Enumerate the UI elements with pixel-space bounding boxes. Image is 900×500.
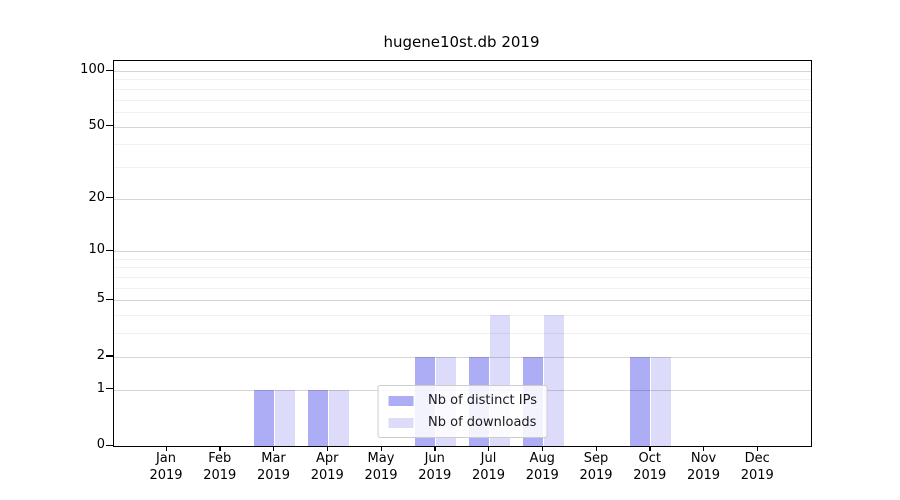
x-tick-mark: [273, 446, 275, 451]
minor-gridline: [114, 315, 811, 317]
x-tick-label-feb: Feb 2019: [188, 450, 252, 484]
major-gridline: [114, 126, 811, 128]
bar-downloads-mar: [275, 389, 295, 446]
legend-entry: Nb of distinct IPs: [388, 393, 537, 408]
x-tick-mark: [541, 446, 544, 451]
chart-title: hugene10st.db 2019: [383, 33, 540, 51]
x-tick-mark: [219, 446, 221, 451]
major-gridline: [114, 198, 811, 200]
x-tick-mark: [595, 446, 597, 451]
x-tick-label-jan: Jan 2019: [134, 450, 198, 484]
major-gridline: [114, 71, 811, 72]
bar-ips-apr: [307, 389, 328, 446]
minor-gridline: [114, 99, 811, 101]
x-tick-mark: [434, 446, 436, 451]
x-tick-mark: [756, 446, 759, 451]
x-tick-label-line: Jan: [155, 451, 177, 466]
legend-label: Nb of downloads: [428, 415, 537, 430]
minor-gridline: [114, 111, 811, 113]
bar-downloads-apr: [328, 389, 349, 446]
x-tick-label-jun: Jun 2019: [403, 450, 467, 484]
bar-downloads-aug: [543, 315, 564, 446]
x-tick-label-line: Jun: [424, 451, 445, 466]
y-tick-label: 100: [80, 62, 105, 77]
x-tick-label-line: Mar: [261, 451, 286, 466]
major-gridline: [114, 356, 811, 358]
minor-gridline: [114, 144, 811, 146]
x-tick-label-line: Jul: [480, 451, 497, 466]
bar-downloads-oct: [651, 356, 672, 446]
major-gridline: [114, 251, 811, 253]
x-tick-label-oct: Oct 2019: [618, 450, 682, 484]
x-tick-label-line: 2019: [364, 468, 398, 483]
y-tick-label: 10: [88, 242, 105, 258]
x-tick-label-line: 2019: [579, 468, 613, 483]
minor-gridline: [114, 333, 811, 335]
x-tick-label-jul: Jul 2019: [457, 450, 521, 484]
x-tick-label-line: 2019: [471, 468, 506, 483]
x-tick-label-line: 2019: [256, 468, 291, 483]
x-tick-label-line: 2019: [149, 468, 183, 483]
x-tick-label-line: 2019: [740, 468, 774, 483]
y-tick-mark: [106, 125, 113, 127]
x-tick-mark: [165, 446, 167, 451]
x-tick-label-sep: Sep 2019: [564, 450, 628, 484]
y-tick-label: 0: [96, 437, 105, 452]
x-tick-label-line: Nov: [690, 451, 717, 466]
legend-swatch: [388, 395, 414, 406]
x-tick-label-line: 2019: [525, 468, 559, 483]
y-tick-mark: [106, 249, 113, 251]
y-tick-mark: [106, 355, 113, 357]
x-tick-label-apr: Apr 2019: [295, 450, 359, 484]
x-tick-label-line: Apr: [316, 451, 339, 466]
x-tick-mark: [703, 446, 705, 451]
y-tick-label: 5: [96, 291, 105, 307]
major-gridline: [114, 300, 811, 302]
x-tick-mark: [488, 446, 490, 451]
legend-entry: Nb of downloads: [388, 415, 537, 430]
minor-gridline: [114, 258, 811, 260]
legend-swatch: [388, 417, 414, 428]
legend: Nb of distinct IPs Nb of downloads: [377, 385, 548, 438]
x-tick-label-line: Aug: [529, 451, 555, 466]
bar-ips-oct: [630, 356, 651, 446]
minor-gridline: [114, 79, 811, 81]
x-tick-label-aug: Aug 2019: [510, 450, 574, 484]
x-tick-label-line: 2019: [686, 468, 721, 483]
minor-gridline: [114, 166, 811, 168]
x-tick-mark: [326, 446, 329, 451]
minor-gridline: [114, 287, 811, 289]
x-tick-label-mar: Mar 2019: [242, 450, 306, 484]
y-tick-label: 20: [88, 189, 105, 205]
y-tick-mark: [106, 197, 113, 199]
x-tick-label-dec: Dec 2019: [725, 450, 789, 484]
x-tick-mark: [380, 446, 382, 451]
y-tick-mark: [106, 298, 113, 301]
y-tick-mark: [106, 69, 113, 71]
y-tick-mark: [106, 388, 113, 390]
x-tick-label-line: 2019: [418, 468, 452, 483]
x-tick-label-line: Oct: [638, 451, 661, 466]
y-tick-label: 1: [96, 380, 105, 396]
minor-gridline: [114, 277, 811, 279]
plot-area: Nb of distinct IPs Nb of downloads: [113, 60, 812, 447]
y-tick-label: 50: [88, 117, 105, 133]
x-tick-label-line: 2019: [310, 468, 344, 483]
x-tick-mark: [649, 446, 651, 451]
x-tick-label-line: Sep: [583, 451, 609, 466]
x-tick-label-may: May 2019: [349, 450, 413, 484]
x-tick-label-line: 2019: [633, 468, 667, 483]
bar-ips-mar: [254, 389, 274, 446]
y-tick-mark: [106, 444, 113, 446]
minor-gridline: [114, 88, 811, 90]
x-tick-label-line: May: [367, 451, 395, 466]
y-tick-label: 2: [96, 347, 105, 363]
x-tick-label-line: Dec: [744, 451, 770, 466]
minor-gridline: [114, 267, 811, 269]
x-tick-label-line: 2019: [203, 468, 237, 483]
x-tick-label-line: Feb: [208, 451, 232, 466]
legend-label: Nb of distinct IPs: [428, 393, 537, 408]
x-tick-label-nov: Nov 2019: [672, 450, 736, 484]
